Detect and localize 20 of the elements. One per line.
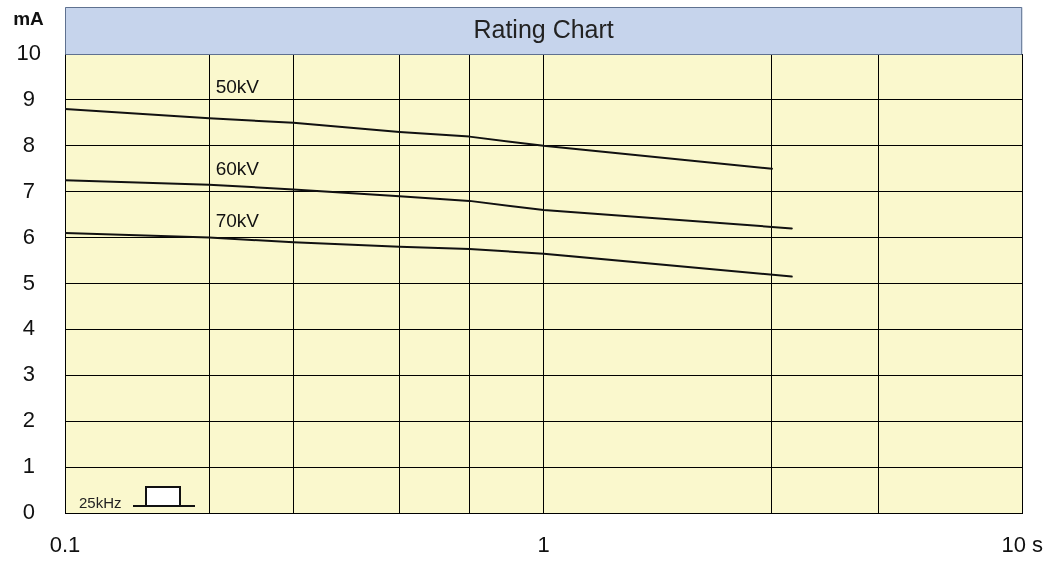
chart-title: Rating Chart	[473, 15, 614, 44]
y-tick-label: 4	[22, 315, 35, 341]
x-tick-label: 10 s	[1001, 532, 1044, 558]
y-tick-label: 9	[22, 85, 35, 111]
y-tick-label: 8	[22, 131, 35, 157]
x-tick-label: 0.1	[49, 532, 81, 558]
series-label: 60kV	[215, 157, 260, 179]
series-label: 70kV	[215, 210, 260, 232]
y-tick-label: 7	[22, 177, 35, 203]
y-tick-label: 5	[22, 269, 35, 295]
y-tick-label: 3	[22, 361, 35, 387]
y-tick-label: 1	[22, 453, 35, 479]
y-tick-label: 10	[16, 40, 42, 66]
annotation: 25kHz	[79, 494, 122, 512]
x-tick-label: 1	[537, 532, 550, 558]
y-tick-label: 6	[22, 223, 35, 249]
y-tick-label: 2	[22, 407, 35, 433]
y-tick-label: 0	[22, 499, 35, 525]
series-label: 50kV	[215, 76, 260, 98]
y-axis-title: mA	[13, 8, 45, 30]
